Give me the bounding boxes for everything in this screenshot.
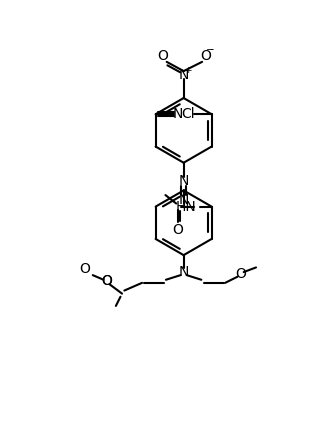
Text: HN: HN	[175, 200, 196, 213]
Text: Cl: Cl	[181, 107, 194, 121]
Text: N: N	[178, 193, 189, 206]
Text: N: N	[178, 174, 189, 188]
Text: −: −	[205, 45, 214, 55]
Text: N: N	[178, 68, 189, 82]
Text: ·: ·	[210, 44, 214, 57]
Text: O: O	[235, 267, 246, 281]
Text: N: N	[173, 107, 183, 121]
Text: O: O	[172, 223, 183, 238]
Text: N: N	[178, 265, 189, 279]
Text: O: O	[157, 49, 168, 63]
Text: O: O	[201, 49, 211, 63]
Text: O: O	[80, 262, 90, 276]
Text: O: O	[101, 274, 112, 288]
Text: O: O	[101, 274, 112, 288]
Text: +: +	[184, 66, 191, 75]
